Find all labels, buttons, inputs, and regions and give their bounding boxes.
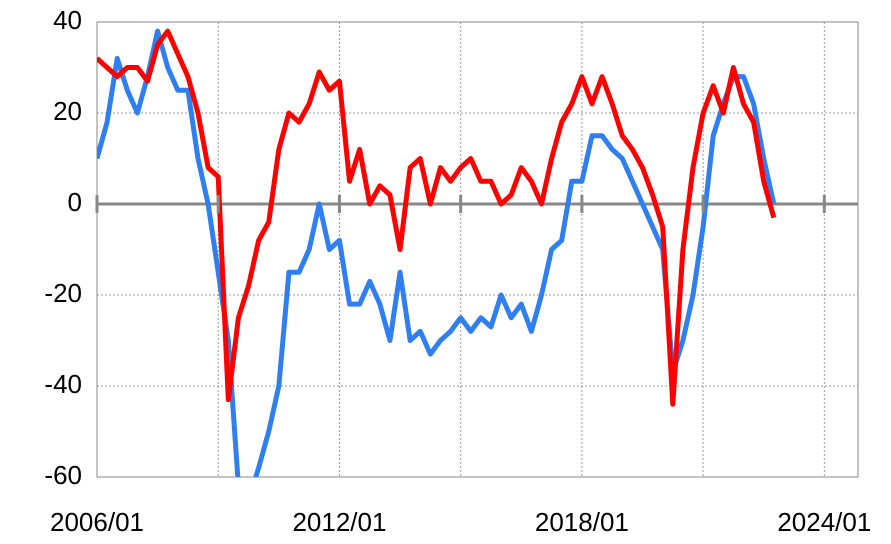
y-tick-label: 40	[53, 5, 82, 35]
y-tick-label: -40	[44, 369, 82, 399]
series-line	[97, 28, 777, 477]
axes: -60 -40 -20 0 20 40 2006/01 2012/01 2018/01 2024/…	[44, 5, 871, 537]
x-tick-label: 2024/01	[777, 507, 871, 537]
y-tick-label: 0	[68, 187, 82, 217]
y-tick-label: -60	[44, 460, 82, 490]
y-tick-label: -20	[44, 278, 82, 308]
series-line	[97, 28, 777, 407]
x-tick-label: 2012/01	[292, 507, 386, 537]
grid	[96, 21, 859, 478]
y-tick-label: 20	[53, 96, 82, 126]
plot-area	[97, 28, 777, 477]
plot-border	[96, 21, 859, 478]
x-tick-label: 2018/01	[535, 507, 629, 537]
x-tick-label: 2006/01	[50, 507, 144, 537]
